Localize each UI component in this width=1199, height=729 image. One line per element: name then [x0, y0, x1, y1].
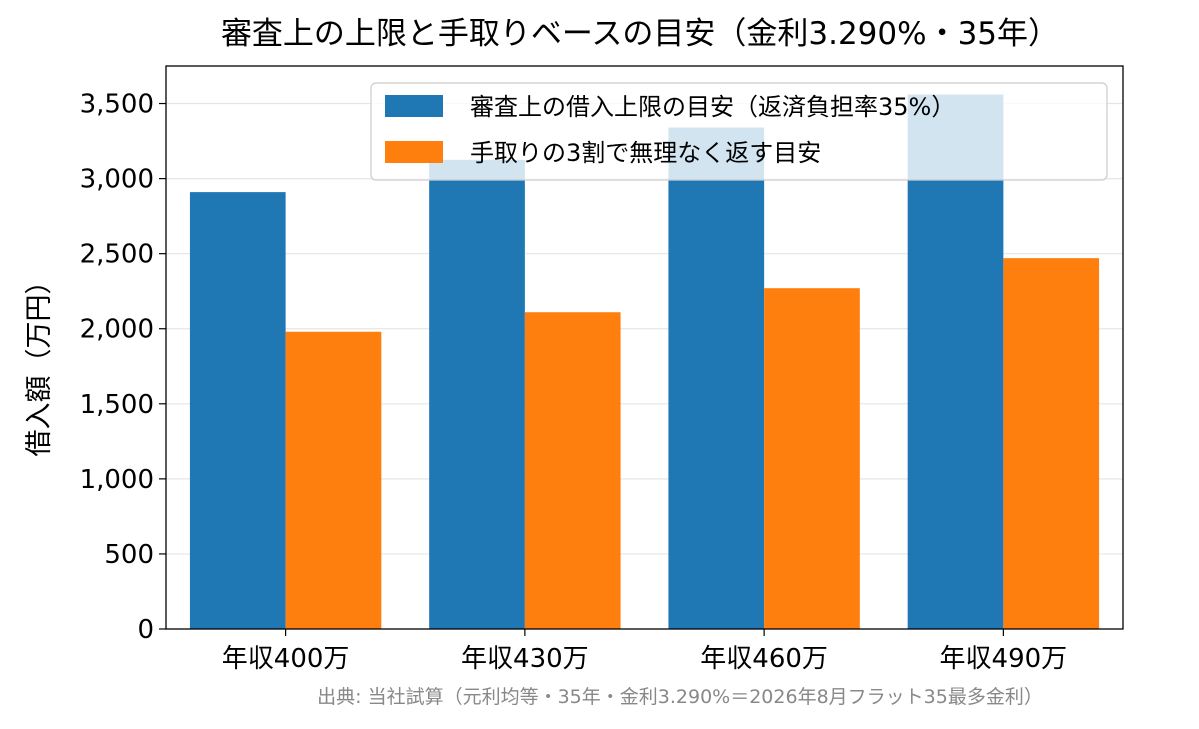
bar-upper-limit	[189, 192, 286, 629]
x-tick-label: 年収490万	[940, 644, 1068, 674]
y-tick-label: 0	[137, 615, 154, 645]
bar-upper-limit	[907, 94, 1004, 629]
bar-upper-limit	[429, 159, 525, 630]
legend-swatch	[385, 141, 443, 163]
y-tick-label: 2,000	[80, 315, 154, 345]
y-axis-ticks: 0 500 1,000 1,500 2,000 2,500 3,000 3,500	[80, 90, 166, 645]
x-tick-label: 年収430万	[461, 644, 589, 674]
plot-frame	[165, 65, 1124, 630]
legend-swatch	[385, 95, 443, 117]
x-tick-label: 年収400万	[222, 644, 350, 674]
source-note: 出典: 当社試算（元利均等・35年・金利3.290%＝2026年8月フラット35…	[317, 686, 1043, 708]
legend: 審査上の借入上限の目安（返済負担率35%） 手取りの3割で無理なく返す目安	[370, 82, 1108, 181]
y-tick-label: 3,500	[80, 90, 154, 120]
x-tick-label: 年収460万	[700, 644, 828, 674]
bar-take-home	[764, 288, 860, 629]
bar-take-home	[524, 312, 621, 629]
y-tick-label: 1,000	[80, 465, 154, 495]
y-tick-label: 500	[104, 540, 154, 570]
bar-upper-limit	[668, 127, 765, 630]
bar-take-home	[1003, 258, 1100, 629]
y-axis-label: 借入額（万円）	[24, 268, 55, 457]
y-tick-label: 3,000	[80, 165, 154, 195]
y-tick-label: 2,500	[80, 240, 154, 270]
chart-title: 審査上の上限と手取りベースの目安（金利3.290%・35年）	[221, 16, 1059, 52]
legend-box	[370, 82, 1108, 181]
y-tick-label: 1,500	[80, 390, 154, 420]
bar-take-home	[285, 331, 382, 629]
x-axis-ticks: 年収400万 年収430万 年収460万 年収490万	[222, 629, 1067, 674]
legend-label: 手取りの3割で無理なく返す目安	[470, 139, 821, 167]
bars	[189, 94, 1100, 630]
legend-label: 審査上の借入上限の目安（返済負担率35%）	[470, 93, 955, 121]
